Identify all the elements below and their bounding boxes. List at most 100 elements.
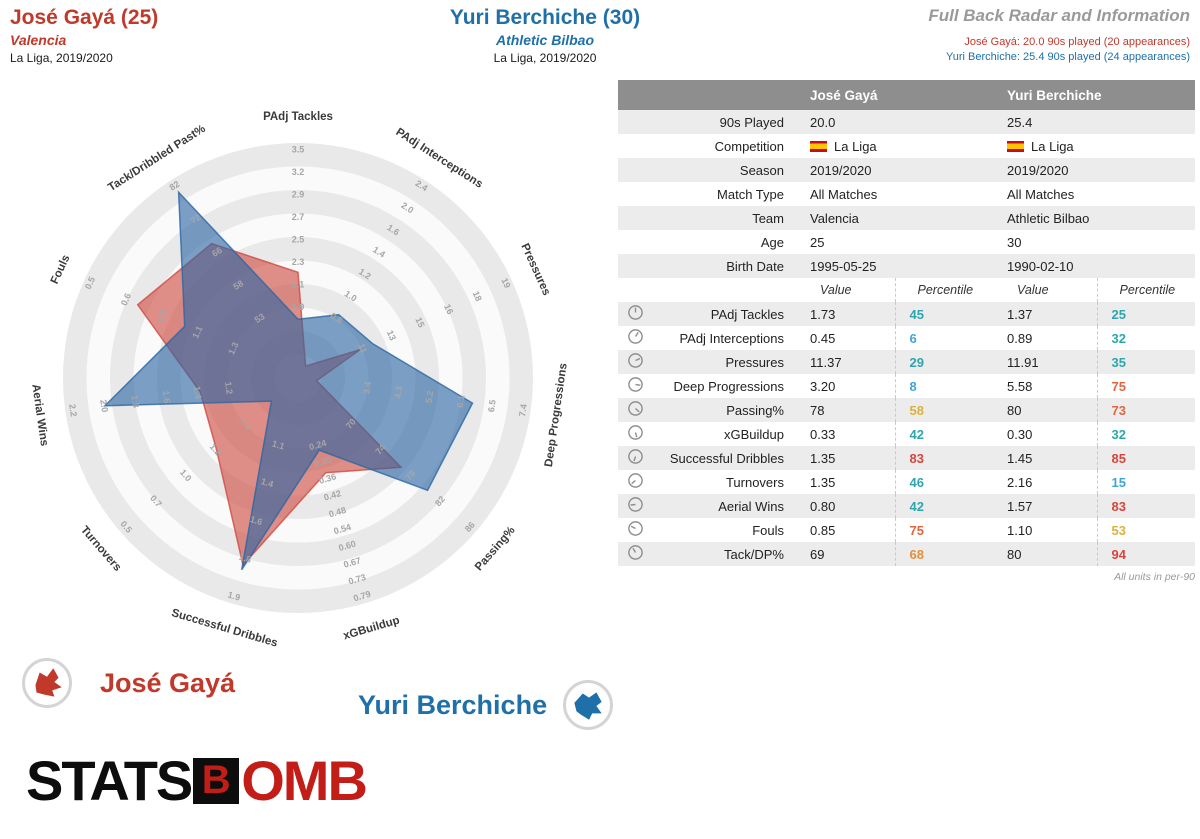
radar-tick-label: 11 <box>356 342 369 355</box>
radar-tick-label: 1.8 <box>129 395 141 409</box>
metric-icon-cell <box>618 326 652 350</box>
info-value-player2: All Matches <box>1007 186 1075 202</box>
info-value-player2: 1990-02-10 <box>1007 258 1074 274</box>
radar-tick-label: 6.1 <box>455 395 467 409</box>
metric-value-player1: 0.85 <box>810 522 836 538</box>
metric-icon <box>628 377 643 392</box>
metric-label: Aerial Wins <box>718 498 784 514</box>
radar-tick-label: 82 <box>433 494 447 508</box>
metric-value-player1: 11.37 <box>810 354 842 370</box>
metric-value-player1: 1.35 <box>810 474 836 490</box>
radar-tick-label: 1.1 <box>271 438 286 451</box>
metric-icon-cell <box>618 374 652 398</box>
radar-axis-label: Successful Dribbles <box>170 607 279 650</box>
metric-icon <box>628 329 643 344</box>
player2-league: La Liga, 2019/2020 <box>493 51 597 65</box>
metric-icon <box>628 521 643 536</box>
player2-name: Yuri Berchiche (30) <box>449 6 641 29</box>
metric-percentile-player2: 15 <box>1096 470 1196 494</box>
radar-tick-label: 3.2 <box>292 167 305 177</box>
radar-tick-label: 0.42 <box>323 488 343 503</box>
metric-percentile-player1: 42 <box>894 422 996 446</box>
radar-tick-label: 1.4 <box>192 386 204 400</box>
radar-tick-label: 1.1 <box>190 324 204 340</box>
player1-shape-icon <box>35 668 62 697</box>
radar-tick-label: 0.8 <box>155 308 169 324</box>
metric-icon <box>628 449 643 464</box>
radar-tick-label: 18 <box>471 290 484 303</box>
metric-percentile-player2: 53 <box>1096 518 1196 542</box>
radar-tick-label: 1.6 <box>161 390 173 404</box>
spain-flag-icon <box>1007 140 1025 152</box>
info-value-player1: All Matches <box>810 186 878 202</box>
radar-tick-label: 0.73 <box>347 572 367 587</box>
metric-value-player1: 3.20 <box>810 378 836 394</box>
metric-value-player1: 69 <box>810 546 825 562</box>
metric-percentile-player2: 94 <box>1096 542 1196 566</box>
metric-icon-cell <box>618 398 652 422</box>
metric-label: Pressures <box>725 354 784 370</box>
info-label: Age <box>760 234 784 250</box>
metric-icon <box>628 473 643 488</box>
radar-polygon-player2 <box>103 190 474 571</box>
info-value-player1: 2019/2020 <box>810 162 872 178</box>
metric-label: Turnovers <box>725 474 784 490</box>
radar-tick-label: 1.6 <box>249 514 264 527</box>
radar-tick-label: 1.9 <box>227 590 242 603</box>
radar-tick-label: 3.4 <box>361 381 373 395</box>
player2-shape-icon <box>574 692 602 720</box>
player1-badge-icon <box>22 658 72 708</box>
radar-tick-label: 82 <box>168 179 182 193</box>
metric-value-player1: 78 <box>810 402 825 418</box>
metric-row: Deep Progressions 3.20 8 5.58 75 <box>618 374 1196 398</box>
radar-tick-label: 0.79 <box>352 589 372 604</box>
radar-chart: 1.92.12.32.52.72.93.23.50.81.01.21.41.62… <box>29 111 570 650</box>
info-label: Team <box>752 210 784 226</box>
metric-percentile-player1: 75 <box>894 518 996 542</box>
table-body: 90s Played 20.0 25.4 Competition La Liga La L… <box>618 110 1196 566</box>
radar-axis-label: PAdj Tackles <box>263 111 333 123</box>
radar-tick-label: 53 <box>253 311 267 325</box>
radar-tick-label: 0.48 <box>328 505 348 520</box>
table-header-row: José Gayá Yuri Berchiche <box>618 80 1196 110</box>
metric-icon-cell <box>618 422 652 446</box>
radar-tick-label: 2.9 <box>292 189 305 199</box>
units-note: All units in per-90 <box>1114 571 1195 583</box>
metric-value-player2: 1.37 <box>1007 306 1033 322</box>
info-row: Season 2019/2020 2019/2020 <box>618 158 1196 182</box>
metric-percentile-player1: 46 <box>894 470 996 494</box>
metric-percentile-player1: 68 <box>894 542 996 566</box>
radar-tick-label: 2.7 <box>292 212 305 222</box>
metric-value-player2: 0.30 <box>1007 426 1033 442</box>
metric-label: Deep Progressions <box>673 378 784 394</box>
metric-label: Successful Dribbles <box>669 450 784 466</box>
metric-label: PAdj Tackles <box>710 306 784 322</box>
radar-axis-label: Passing% <box>473 524 518 573</box>
logo-bomb-icon: B <box>193 757 240 804</box>
metric-icon-cell <box>618 542 652 566</box>
metric-label: Passing% <box>726 402 784 418</box>
metric-percentile-player2: 25 <box>1096 302 1196 326</box>
player2-team: Athletic Bilbao <box>495 32 594 48</box>
spain-flag-icon <box>810 140 827 152</box>
radar-axis-label: Deep Progressions <box>543 362 570 467</box>
metric-value-player2: 1.10 <box>1007 522 1033 538</box>
radar-tick-label: 4.3 <box>393 386 405 400</box>
info-label: Competition <box>714 138 784 154</box>
metric-value-player2: 1.45 <box>1007 450 1033 466</box>
metric-label: Fouls <box>752 522 784 538</box>
info-row: Competition La Liga La Liga <box>618 134 1195 158</box>
percentile-header: Percentile <box>894 278 996 302</box>
metric-value-player1: 1.73 <box>810 306 836 322</box>
player2-badge-icon <box>563 680 614 730</box>
metric-value-player2: 5.58 <box>1007 378 1033 394</box>
metric-value-player2: 80 <box>1007 402 1022 418</box>
metric-value-player1: 0.33 <box>810 426 836 442</box>
radar-tick-label: 5.2 <box>424 390 436 404</box>
value-header: Value <box>820 283 852 297</box>
metric-percentile-player2: 85 <box>1096 446 1196 470</box>
metric-icon-cell <box>618 494 652 518</box>
radar-tick-label: 66 <box>210 245 224 259</box>
metric-value-player1: 0.45 <box>810 330 836 346</box>
column-header-player2: Yuri Berchiche <box>995 80 1196 110</box>
